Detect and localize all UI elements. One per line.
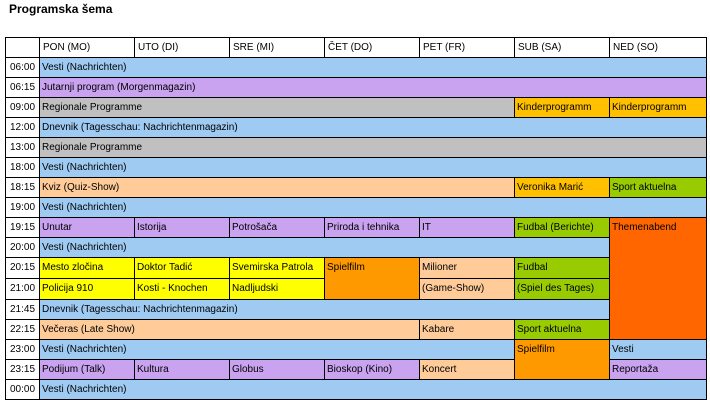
day-header-sat: SUB (SA): [514, 37, 610, 58]
time-cell: 13:00: [5, 137, 40, 158]
day-header-mon: PON (MO): [39, 37, 135, 58]
header-row: PON (MO) UTO (DI) SRE (MI) ČET (DO) PET …: [5, 37, 707, 58]
program-cell: Themenabend: [609, 217, 707, 340]
program-cell: Veronika Marić: [514, 177, 610, 198]
program-cell: Kinderprogramm: [609, 97, 707, 118]
program-cell: Sport aktuelna: [514, 319, 610, 340]
program-cell: Vesti (Nachrichten): [39, 157, 707, 178]
program-cell: Svemirska Patrola: [229, 257, 325, 279]
program-cell: Vesti (Nachrichten): [39, 379, 707, 400]
time-cell: 18:00: [5, 157, 40, 178]
program-cell: Potrošača: [229, 217, 325, 238]
table-row: 12:00 Dnevnik (Tagesschau: Nachrichtenma…: [5, 117, 707, 138]
program-cell: Kviz (Quiz-Show): [39, 177, 515, 198]
time-cell: 23:00: [5, 339, 40, 360]
program-cell: Mesto zločina: [39, 257, 135, 279]
program-cell: Sport aktuelna: [609, 177, 707, 198]
program-cell: Vesti (Nachrichten): [39, 339, 515, 360]
day-header-fri: PET (FR): [419, 37, 515, 58]
page-title: Programska šema: [9, 2, 113, 16]
day-header-sun: NED (SO): [609, 37, 707, 58]
time-cell: 19:00: [5, 197, 40, 218]
corner-cell: [5, 37, 40, 58]
time-cell: 00:00: [5, 379, 40, 400]
time-cell: 06:00: [5, 57, 40, 78]
program-cell: Milioner: [419, 257, 515, 279]
program-cell: Kultura: [134, 359, 230, 380]
table-row: 23:15 Podijum (Talk) Kultura Globus Bios…: [5, 359, 707, 380]
time-cell: 18:15: [5, 177, 40, 198]
program-cell: Koncert: [419, 359, 515, 380]
time-cell: 23:15: [5, 359, 40, 380]
time-cell: 20:15: [5, 257, 40, 279]
program-cell: Dnevnik (Tagesschau: Nachrichtenmagazin): [39, 117, 707, 138]
table-row: 20:15 Mesto zločina Doktor Tadić Svemirs…: [5, 257, 707, 300]
time-cell: 09:00: [5, 97, 40, 118]
table-row: 21:45 Dnevnik (Tagesschau: Nachrichtenma…: [5, 299, 707, 320]
time-cell: 19:15: [5, 217, 40, 238]
program-cell: Priroda i tehnika: [324, 217, 420, 238]
program-cell: (Spiel des Tages): [514, 278, 610, 300]
time-cell: 20:00: [5, 237, 40, 258]
program-cell: Unutar: [39, 217, 135, 238]
table-row: 19:15 Unutar Istorija Potrošača Priroda …: [5, 217, 707, 340]
program-cell: Doktor Tadić: [134, 257, 230, 279]
program-cell: Dnevnik (Tagesschau: Nachrichtenmagazin): [39, 299, 610, 320]
program-cell: Regionale Programme: [39, 97, 515, 118]
time-cell: 12:00: [5, 117, 40, 138]
program-cell: IT: [419, 217, 515, 238]
day-header-wed: SRE (MI): [229, 37, 325, 58]
program-cell: Vesti: [609, 339, 707, 360]
day-header-thu: ČET (DO): [324, 37, 420, 58]
program-cell: Večeras (Late Show): [39, 319, 420, 340]
program-cell: Regionale Programme: [39, 137, 707, 158]
program-cell: Vesti (Nachrichten): [39, 57, 707, 78]
table-row: 00:00 Vesti (Nachrichten): [5, 379, 707, 400]
program-cell: (Game-Show): [419, 278, 515, 300]
table-row: 06:00 Vesti (Nachrichten): [5, 57, 707, 78]
time-cell: 22:15: [5, 319, 40, 340]
table-row: 06:15 Jutarnji program (Morgenmagazin): [5, 77, 707, 98]
day-header-tue: UTO (DI): [134, 37, 230, 58]
program-cell: Kosti - Knochen: [134, 278, 230, 300]
program-cell: Vesti (Nachrichten): [39, 237, 610, 258]
table-row: 09:00 Regionale Programme Kinderprogramm…: [5, 97, 707, 118]
table-row: 18:00 Vesti (Nachrichten): [5, 157, 707, 178]
program-cell: Istorija: [134, 217, 230, 238]
program-cell: Podijum (Talk): [39, 359, 135, 380]
program-cell: Kabare: [419, 319, 515, 340]
table-row: 23:00 Vesti (Nachrichten) Spielfilm Vest…: [5, 339, 707, 380]
program-cell: Spielfilm: [514, 339, 610, 380]
program-cell: Policija 910: [39, 278, 135, 300]
schedule-table: PON (MO) UTO (DI) SRE (MI) ČET (DO) PET …: [5, 37, 707, 400]
table-row: 19:00 Vesti (Nachrichten): [5, 197, 707, 218]
table-row: 22:15 Večeras (Late Show) Kabare Sport a…: [5, 319, 707, 340]
program-cell: Fudbal (Berichte): [514, 217, 610, 238]
program-cell: Bioskop (Kino): [324, 359, 420, 380]
program-cell: Nadljudski: [229, 278, 325, 300]
program-cell: Spielfilm: [324, 257, 420, 300]
program-cell: Fudbal: [514, 257, 610, 279]
program-cell: Reportaža: [609, 359, 707, 380]
program-cell: Vesti (Nachrichten): [39, 197, 707, 218]
time-cell: 21:00: [5, 278, 40, 300]
program-cell: Kinderprogramm: [514, 97, 610, 118]
table-row: 20:00 Vesti (Nachrichten): [5, 237, 707, 258]
time-cell: 21:45: [5, 299, 40, 320]
program-cell: Globus: [229, 359, 325, 380]
program-cell: Jutarnji program (Morgenmagazin): [39, 77, 707, 98]
table-row: 13:00 Regionale Programme: [5, 137, 707, 158]
time-cell: 06:15: [5, 77, 40, 98]
table-row: 18:15 Kviz (Quiz-Show) Veronika Marić Sp…: [5, 177, 707, 198]
